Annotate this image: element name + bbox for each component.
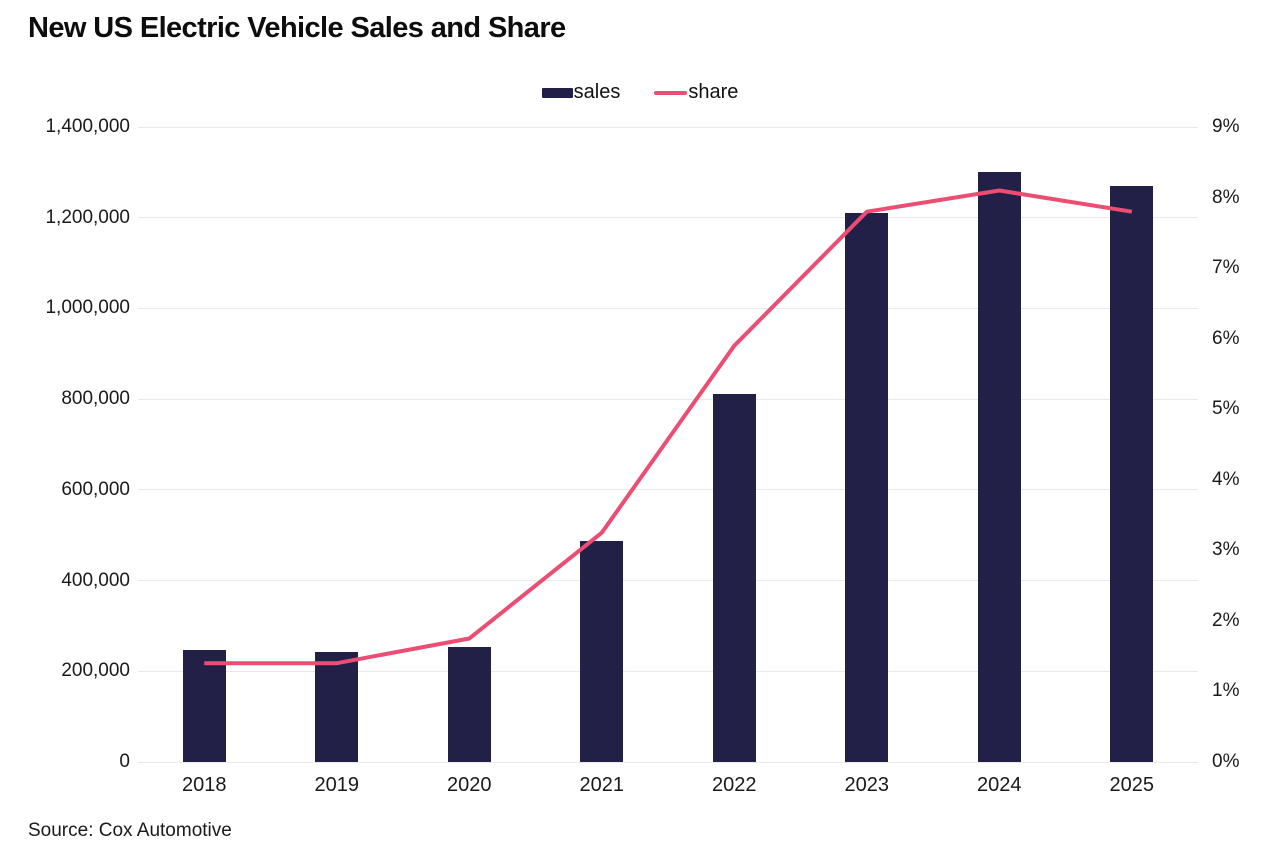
bar-2020: [447, 646, 491, 762]
gridline: [138, 307, 1198, 309]
x-axis-tick-label: 2018: [182, 774, 227, 796]
legend-item-share: share: [654, 81, 738, 104]
bar-2025: [1110, 185, 1154, 762]
right-axis-tick-label: 2%: [1212, 609, 1240, 631]
legend: sales share: [0, 81, 1280, 104]
bar-2022: [712, 393, 756, 762]
gridline: [138, 670, 1198, 672]
gridline: [138, 217, 1198, 219]
bar-2021: [580, 541, 624, 762]
bar-2018: [182, 649, 226, 762]
gridline: [138, 398, 1198, 400]
bar-2019: [315, 651, 359, 762]
x-axis-tick-label: 2024: [977, 774, 1022, 796]
right-axis-tick-label: 8%: [1212, 186, 1240, 208]
left-axis-tick-label: 400,000: [61, 569, 130, 591]
right-axis-tick-label: 9%: [1212, 116, 1240, 137]
x-axis-tick-label: 2023: [844, 774, 890, 796]
x-axis-tick-label: 2019: [314, 774, 360, 796]
x-axis-tick-label: 2021: [579, 774, 625, 796]
legend-label-sales: sales: [573, 81, 621, 103]
left-axis-tick-label: 1,200,000: [45, 206, 130, 228]
left-axis-tick-label: 0: [119, 751, 130, 772]
legend-label-share: share: [688, 81, 739, 103]
left-axis-tick-label: 1,000,000: [45, 297, 130, 319]
left-axis-tick-label: 1,400,000: [45, 116, 130, 137]
gridline: [138, 126, 1198, 128]
right-axis-tick-label: 3%: [1212, 539, 1240, 561]
bar-2024: [977, 172, 1021, 762]
left-axis-tick-label: 800,000: [61, 388, 130, 410]
x-axis-tick-label: 2020: [447, 774, 492, 796]
right-axis-tick-label: 4%: [1212, 468, 1240, 490]
legend-item-sales: sales: [541, 81, 621, 104]
gridline: [138, 580, 1198, 582]
right-axis-tick-label: 6%: [1212, 327, 1240, 349]
bar-2023: [845, 213, 889, 762]
right-axis-tick-label: 5%: [1212, 398, 1240, 420]
gridline: [138, 761, 1198, 763]
x-axis-tick-label: 2022: [712, 774, 757, 796]
share-swatch-icon: [654, 90, 688, 95]
source-note: Source: Cox Automotive: [28, 820, 232, 841]
chart-title: New US Electric Vehicle Sales and Share: [28, 12, 566, 44]
x-axis-tick-label: 2025: [1109, 774, 1155, 796]
left-axis-tick-label: 600,000: [61, 478, 130, 500]
right-axis-tick-label: 7%: [1212, 257, 1240, 279]
gridline: [138, 489, 1198, 491]
sales-swatch-icon: [541, 87, 573, 98]
right-axis-tick-label: 0%: [1212, 751, 1240, 772]
left-axis-tick-label: 200,000: [61, 660, 130, 682]
right-axis-tick-label: 1%: [1212, 680, 1240, 702]
